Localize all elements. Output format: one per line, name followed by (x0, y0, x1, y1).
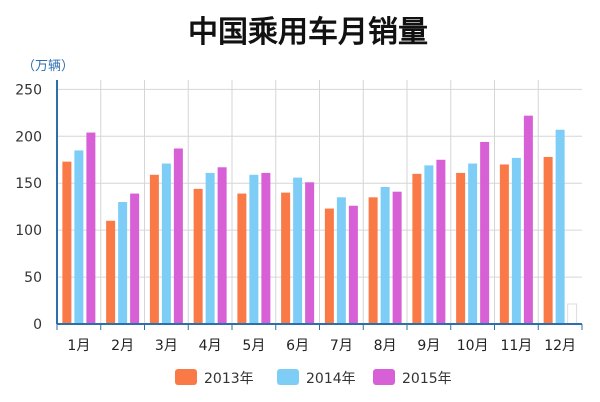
axes (56, 80, 583, 330)
legend-label: 2015年 (402, 371, 452, 387)
x-tick-label: 12月 (544, 338, 576, 354)
y-tick-label: 50 (24, 270, 42, 286)
bar-2015年-11月 (523, 115, 533, 325)
bar-2014年-3月 (161, 163, 171, 324)
bar-2015年-3月 (173, 148, 183, 324)
bar-2013年-5月 (237, 193, 247, 324)
bar-2013年-12月 (543, 156, 553, 324)
bar-2014年-5月 (249, 174, 259, 324)
y-tick-label: 100 (15, 223, 42, 239)
bar-2015年-6月 (305, 182, 315, 324)
x-tick-label: 8月 (374, 338, 397, 354)
legend-swatch-2014年 (277, 369, 299, 385)
bar-2014年-10月 (468, 163, 478, 324)
bar-2013年-11月 (499, 164, 509, 324)
x-tick-label: 5月 (242, 338, 265, 354)
x-tick-label: 10月 (457, 338, 489, 354)
bar-2015年-9月 (436, 159, 446, 324)
y-tick-label: 250 (15, 82, 42, 98)
bar-2013年-7月 (324, 208, 334, 324)
x-tick-label: 2月 (111, 338, 134, 354)
y-tick-label: 0 (33, 317, 42, 333)
legend-label: 2013年 (204, 371, 254, 387)
x-axis-ticks: 1月 2月 3月 4月 5月 6月 7月 8月 9月 10月 11月 12月 (67, 338, 576, 354)
legend-label: 2014年 (306, 371, 356, 387)
bar-2013年-6月 (281, 192, 291, 324)
legend-swatch-2013年 (175, 369, 197, 385)
legend-swatch-2015年 (373, 369, 395, 385)
bar-2014年-11月 (511, 157, 521, 324)
bar-2013年-10月 (456, 172, 466, 324)
bar-2015年-4月 (217, 167, 227, 324)
x-tick-label: 6月 (286, 338, 309, 354)
bar-2013年-2月 (106, 220, 116, 324)
unit-label: （万辆） (22, 59, 74, 74)
legend: 2013年 2014年 2015年 (175, 369, 452, 387)
bar-empty (567, 303, 578, 325)
y-tick-label: 150 (15, 176, 42, 192)
bar-2013年-1月 (62, 161, 72, 324)
bar-2014年-7月 (336, 197, 346, 324)
bars (62, 115, 578, 325)
bar-2013年-3月 (149, 174, 159, 324)
bar-2013年-4月 (193, 188, 203, 324)
bar-2015年-7月 (348, 205, 358, 324)
x-tick-label: 9月 (417, 338, 440, 354)
bar-2014年-4月 (205, 172, 215, 324)
grid (57, 80, 582, 324)
y-tick-label: 200 (15, 129, 42, 145)
bar-2014年-8月 (380, 186, 390, 324)
bar-2013年-8月 (368, 197, 378, 324)
bar-2015年-1月 (86, 132, 96, 324)
bar-2015年-10月 (480, 141, 490, 324)
bar-2013年-9月 (412, 173, 422, 324)
bar-2014年-9月 (424, 165, 434, 324)
bar-2015年-8月 (392, 191, 402, 324)
x-tick-label: 3月 (155, 338, 178, 354)
bar-2014年-1月 (74, 150, 84, 324)
bar-2014年-12月 (555, 129, 565, 324)
bar-2015年-5月 (261, 172, 271, 324)
x-tick-label: 7月 (330, 338, 353, 354)
y-axis-ticks: 0 50 100 150 200 250 (15, 82, 42, 333)
x-tick-label: 1月 (67, 338, 90, 354)
chart-title: 中国乘用车月销量 (188, 15, 428, 50)
bar-2014年-2月 (118, 202, 128, 324)
bar-2014年-6月 (293, 177, 303, 324)
x-tick-label: 4月 (199, 338, 222, 354)
x-tick-label: 11月 (500, 338, 532, 354)
bar-2015年-2月 (130, 193, 140, 324)
